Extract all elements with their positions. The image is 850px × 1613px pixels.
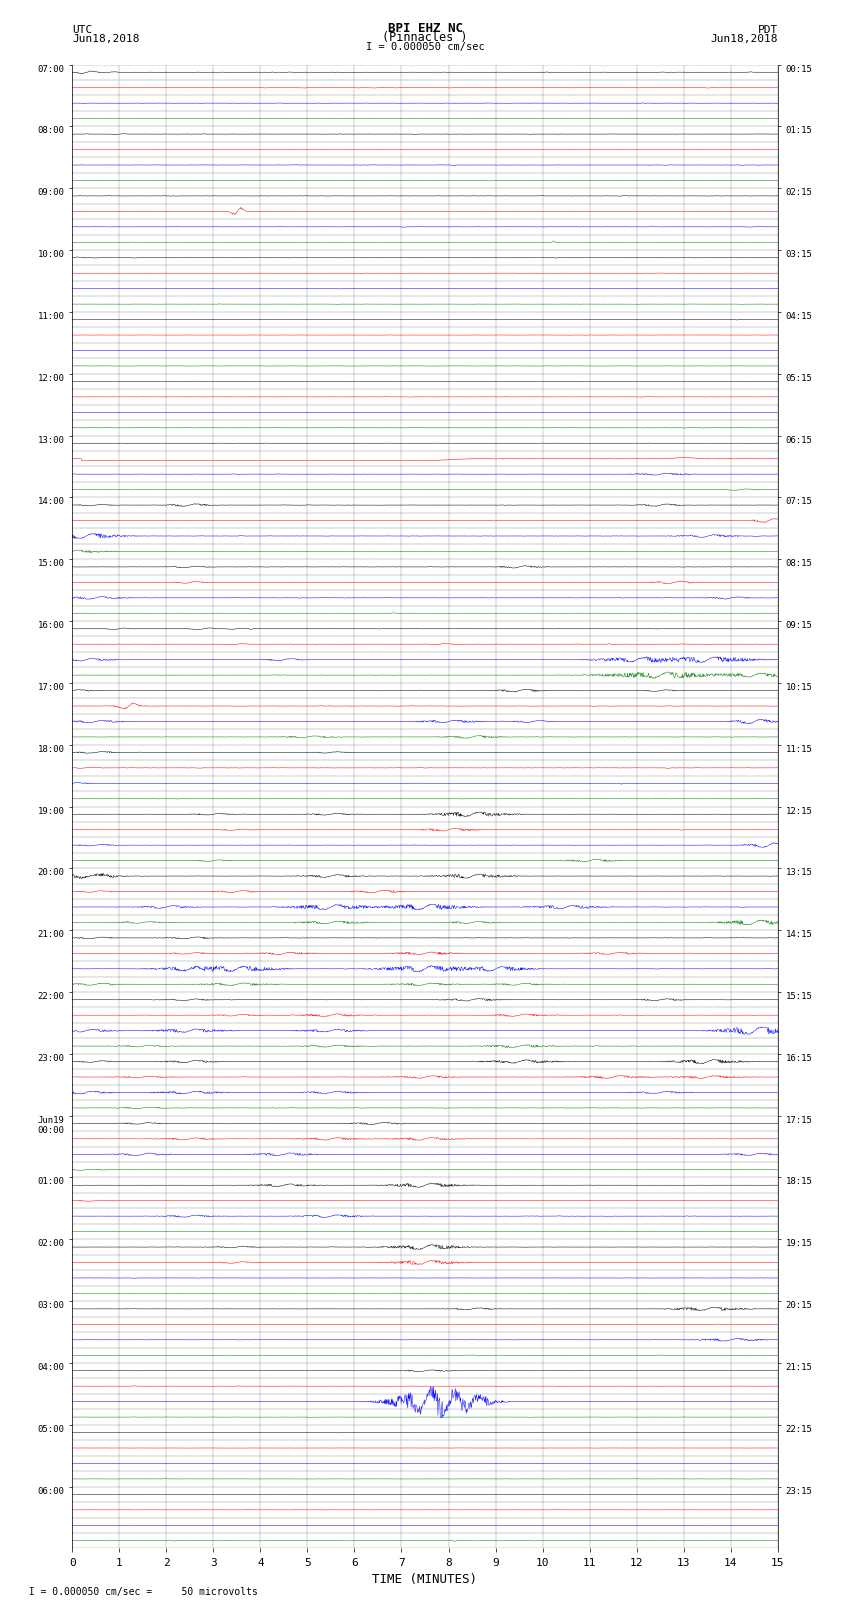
Text: I = 0.000050 cm/sec =     50 microvolts: I = 0.000050 cm/sec = 50 microvolts [17,1587,258,1597]
Text: UTC: UTC [72,24,93,35]
Text: Jun18,2018: Jun18,2018 [72,34,139,44]
X-axis label: TIME (MINUTES): TIME (MINUTES) [372,1573,478,1586]
Text: BPI EHZ NC: BPI EHZ NC [388,21,462,35]
Text: (Pinnacles ): (Pinnacles ) [382,31,468,44]
Text: PDT: PDT [757,24,778,35]
Text: Jun18,2018: Jun18,2018 [711,34,778,44]
Text: I = 0.000050 cm/sec: I = 0.000050 cm/sec [366,42,484,52]
